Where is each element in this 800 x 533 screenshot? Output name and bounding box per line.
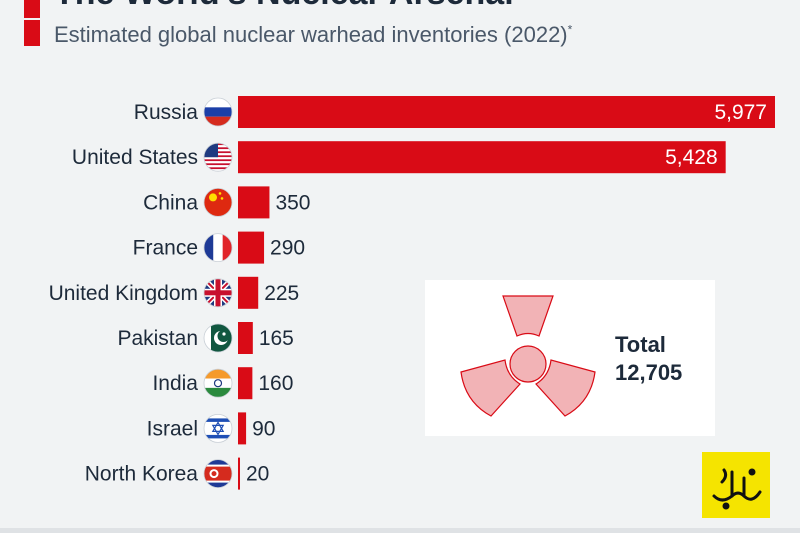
data-label: 5,977 [714,101,767,124]
russia-flag-icon [203,97,233,127]
total-label: Total [615,332,666,357]
bar [238,96,775,128]
total-value: 12,705 [615,360,683,385]
bar [238,276,259,309]
title-accent-bar [24,0,40,18]
total-panel: Total 12,705 [425,280,715,436]
subtitle-text: Estimated global nuclear warhead invento… [54,22,568,47]
bar [238,186,270,219]
france-flag-icon [203,233,233,263]
uk-flag-icon [203,278,233,308]
category-label: Israel [147,417,198,440]
subtitle-footnote-mark: * [567,22,573,37]
north-korea-flag-icon [203,459,233,489]
category-label: Pakistan [117,327,198,350]
usa-flag-icon [203,142,233,172]
logo-mark-icon [712,468,762,510]
data-label: 90 [252,417,275,440]
bar [238,367,253,400]
data-label: 290 [270,237,305,260]
footer-strip [0,528,800,533]
chart-subtitle: Estimated global nuclear warhead invento… [54,22,572,48]
category-label: Russia [134,101,199,124]
chart-title: The World's Nuclear Arsenal [54,0,514,13]
category-label: China [143,191,198,214]
category-label: India [152,372,198,395]
category-label: United Kingdom [49,282,198,305]
data-label: 5,428 [665,146,718,169]
bar [238,141,726,174]
india-flag-icon [203,368,233,398]
category-label: United States [72,146,198,169]
china-flag-icon [203,187,233,217]
brand-logo [702,452,770,518]
data-label: 20 [246,463,269,486]
bar [238,457,240,490]
subtitle-accent-bar [24,20,40,46]
radiation-icon [460,295,596,417]
bar [238,231,265,264]
data-label: 350 [275,191,310,214]
bar [238,322,253,354]
data-label: 160 [258,372,293,395]
pakistan-flag-icon [203,323,233,353]
title-area: The World's Nuclear Arsenal [0,0,800,18]
data-label: 225 [264,282,299,305]
data-label: 165 [259,327,294,350]
israel-flag-icon [203,413,233,443]
category-label: North Korea [85,463,199,486]
category-label: France [133,237,198,260]
bar [238,412,247,445]
